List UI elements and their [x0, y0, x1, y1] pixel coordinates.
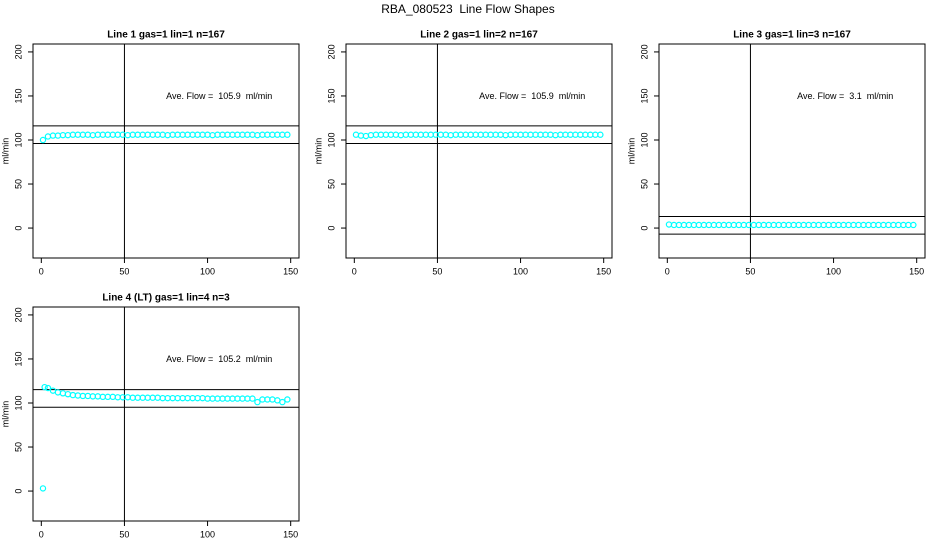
y-tick-label: 0: [326, 226, 336, 231]
x-tick-label: 0: [352, 266, 357, 276]
y-tick-label: 50: [13, 442, 23, 452]
point: [597, 131, 604, 138]
point: [910, 221, 917, 229]
plot-frame: [32, 43, 300, 259]
panel-title: Line 1 gas=1 lin=1 n=167: [107, 30, 225, 41]
point: [249, 395, 256, 402]
y-tick-label: 0: [639, 226, 649, 231]
x-tick-label: 0: [39, 266, 44, 276]
y-tick-label: 200: [13, 307, 23, 322]
annotation: Ave. Flow = 105.9 ml/min: [166, 91, 272, 101]
x-tick-label: 100: [200, 266, 215, 276]
y-tick-label: 100: [639, 132, 649, 147]
y-tick-label: 150: [326, 88, 336, 103]
annotation: Ave. Flow = 105.2 ml/min: [166, 354, 272, 364]
y-tick-label: 200: [13, 44, 23, 59]
point: [39, 136, 47, 144]
y-tick-label: 50: [326, 179, 336, 189]
y-tick-label: 100: [13, 395, 23, 410]
panel-title: Line 3 gas=1 lin=3 n=167: [733, 30, 851, 41]
y-tick-label: 200: [639, 44, 649, 59]
y-tick-label: 0: [13, 226, 23, 231]
y-tick-label: 150: [13, 88, 23, 103]
point: [352, 131, 360, 138]
x-tick-label: 100: [826, 266, 841, 276]
y-tick-label: 150: [13, 351, 23, 366]
point: [44, 384, 52, 392]
x-tick-label: 50: [119, 529, 129, 539]
y-tick-label: 100: [13, 132, 23, 147]
point: [284, 131, 291, 138]
x-tick-label: 50: [119, 266, 129, 276]
y-tick-label: 50: [13, 179, 23, 189]
x-tick-label: 50: [745, 266, 755, 276]
y-tick-label: 150: [639, 88, 649, 103]
point: [64, 390, 72, 398]
plot-frame: [658, 43, 926, 259]
point: [254, 398, 261, 406]
x-tick-label: 0: [665, 266, 670, 276]
y-tick-label: 200: [326, 44, 336, 59]
panel-title: Line 4 (LT) gas=1 lin=4 n=3: [102, 293, 230, 304]
x-tick-label: 100: [200, 529, 215, 539]
point: [59, 390, 67, 397]
x-tick-label: 150: [909, 266, 924, 276]
point: [279, 398, 286, 406]
point: [44, 133, 52, 140]
main-title: RBA_080523 Line Flow Shapes: [381, 2, 554, 16]
x-tick-label: 50: [432, 266, 442, 276]
y-axis-label: ml/min: [0, 401, 10, 428]
x-tick-label: 0: [39, 529, 44, 539]
y-tick-label: 100: [326, 132, 336, 147]
x-tick-label: 100: [513, 266, 528, 276]
annotation: Ave. Flow = 3.1 ml/min: [797, 91, 893, 101]
y-tick-label: 0: [13, 489, 23, 494]
panel-title: Line 2 gas=1 lin=2 n=167: [420, 30, 538, 41]
y-axis-label: ml/min: [0, 138, 10, 165]
point: [41, 383, 48, 391]
x-tick-label: 150: [283, 266, 298, 276]
x-tick-label: 150: [283, 529, 298, 539]
point: [54, 389, 62, 396]
x-tick-label: 150: [596, 266, 611, 276]
point: [284, 396, 291, 403]
plot-frame: [32, 306, 300, 522]
y-axis-label: ml/min: [626, 138, 636, 165]
point: [39, 485, 47, 492]
y-axis-label: ml/min: [313, 138, 323, 165]
annotation: Ave. Flow = 105.9 ml/min: [479, 91, 585, 101]
y-tick-label: 50: [639, 179, 649, 189]
plot-frame: [345, 43, 613, 259]
